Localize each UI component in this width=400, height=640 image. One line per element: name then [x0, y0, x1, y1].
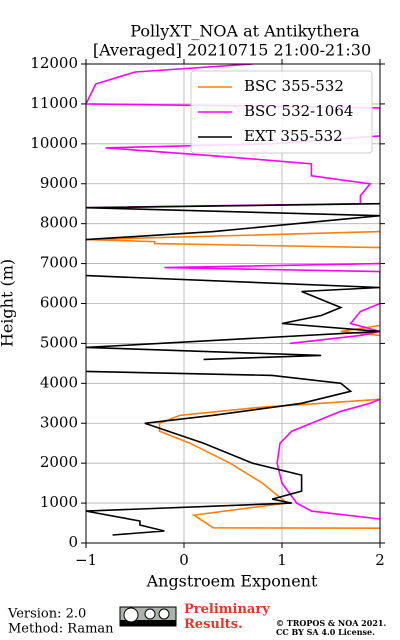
y-tick-label: 12000	[30, 54, 78, 72]
y-tick-label: 6000	[40, 294, 78, 312]
y-tick-label: 3000	[40, 413, 78, 431]
status: Preliminary Results.	[184, 602, 270, 632]
x-tick-label: 0	[179, 551, 189, 569]
copyright: © TROPOS & NOA 2021.	[276, 618, 386, 628]
legend-label: EXT 355-532	[244, 127, 343, 145]
legend-label: BSC 532-1064	[244, 102, 353, 120]
license: CC BY SA 4.0 License.	[276, 627, 375, 637]
cc-badge	[119, 606, 177, 627]
y-tick-label: 9000	[40, 174, 78, 192]
y-axis-label: Height (m)	[0, 259, 17, 347]
profile-line	[86, 64, 380, 520]
profile-line	[86, 202, 380, 536]
y-tick-label: 2000	[40, 453, 78, 471]
x-tick-label: −1	[75, 551, 97, 569]
y-tick-label: 11000	[30, 94, 78, 112]
method: Method: Raman	[8, 622, 114, 637]
y-tick-label: 4000	[40, 373, 78, 391]
version: Version: 2.0	[7, 607, 86, 622]
x-tick-label: 2	[375, 551, 385, 569]
y-tick-label: 8000	[40, 214, 78, 232]
y-tick-label: 0	[68, 533, 78, 551]
status-box: Preliminary Results.	[184, 602, 270, 632]
legend-label: BSC 355-532	[244, 77, 344, 95]
x-axis-label: Angstroem Exponent	[146, 572, 318, 591]
legend: BSC 355-532 BSC 532-1064 EXT 355-532	[198, 77, 353, 145]
chart-subtitle: [Averaged] 20210715 21:00-21:30	[93, 41, 371, 60]
y-tick-label: 10000	[30, 134, 78, 152]
profile-line	[86, 230, 380, 529]
legend-box	[190, 70, 373, 154]
x-tick-label: 1	[277, 551, 287, 569]
ticks: −1 0 1 201000200030004000500060007000800090…	[30, 54, 385, 569]
plot-lines	[86, 64, 380, 536]
y-tick-label: 5000	[40, 333, 78, 351]
y-tick-label: 7000	[40, 254, 78, 272]
chart-title: PollyXT_NOA at Antikythera	[130, 22, 360, 41]
y-tick-label: 1000	[40, 493, 78, 511]
